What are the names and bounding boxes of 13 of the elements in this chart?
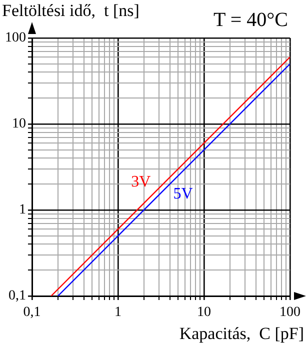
y-tick-label: 100 [5,30,26,46]
x-tick-label: 100 [280,305,300,320]
x-tick-label: 0,1 [23,305,41,320]
text: T = 40°C [214,9,288,31]
y-tick-label: 0,1 [8,288,26,304]
x-tick-label: 10 [197,305,211,320]
x-tick-label: 1 [114,305,122,320]
y-axis-title: Feltöltési idő, t [ns] [2,1,140,20]
y-tick-label: 1 [19,202,26,218]
series-label: 5V [173,186,194,203]
x-axis-title: Kapacitás, C [pF] [179,324,304,343]
series-label: 3V [131,173,152,190]
y-tick-label: 10 [12,116,26,132]
